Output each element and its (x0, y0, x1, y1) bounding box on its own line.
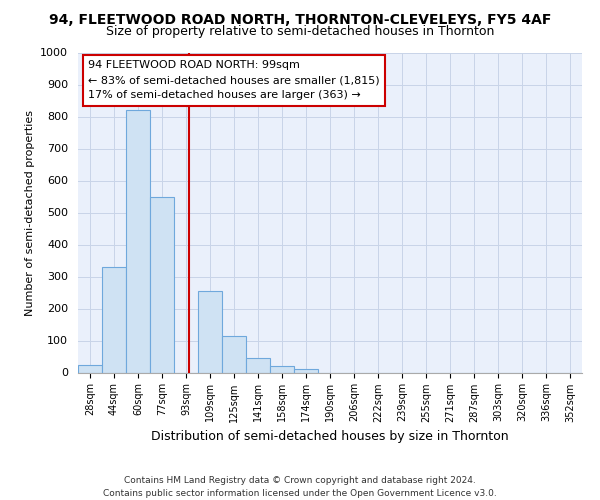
Text: 94 FLEETWOOD ROAD NORTH: 99sqm
← 83% of semi-detached houses are smaller (1,815): 94 FLEETWOOD ROAD NORTH: 99sqm ← 83% of … (88, 60, 380, 100)
Bar (150, 196, 174, 372)
Bar (126, 110, 150, 372)
Bar (198, 291, 222, 372)
Text: 94, FLEETWOOD ROAD NORTH, THORNTON-CLEVELEYS, FY5 4AF: 94, FLEETWOOD ROAD NORTH, THORNTON-CLEVE… (49, 12, 551, 26)
Bar (246, 358, 270, 372)
Bar (294, 370, 318, 372)
Bar (78, 364, 102, 372)
Bar (222, 336, 246, 372)
Y-axis label: Number of semi-detached properties: Number of semi-detached properties (25, 110, 35, 316)
Text: Size of property relative to semi-detached houses in Thornton: Size of property relative to semi-detach… (106, 25, 494, 38)
Bar (102, 267, 126, 372)
X-axis label: Distribution of semi-detached houses by size in Thornton: Distribution of semi-detached houses by … (151, 430, 509, 443)
Text: Contains HM Land Registry data © Crown copyright and database right 2024.
Contai: Contains HM Land Registry data © Crown c… (103, 476, 497, 498)
Bar (270, 366, 294, 372)
